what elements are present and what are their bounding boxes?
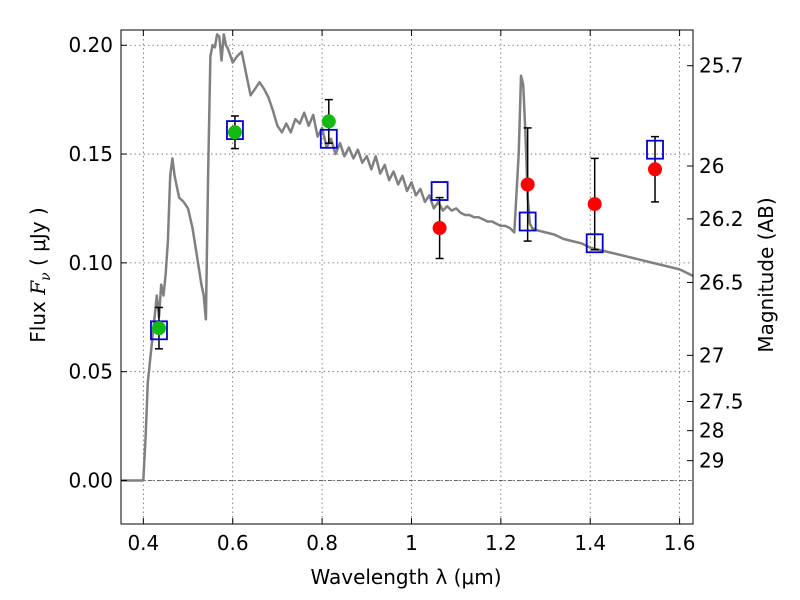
y-axis-title-subscript: ν xyxy=(38,272,54,281)
y-tick-label: 0.15 xyxy=(68,142,113,166)
y-tick-label: 0.20 xyxy=(68,33,113,57)
y2-tick-label: 28 xyxy=(699,419,724,443)
y2-tick-label: 25.7 xyxy=(699,54,744,78)
y2-tick-label: 26.2 xyxy=(699,207,744,231)
axis-ticks: 0.4 0.6 0.8 1 1.2 1.4 1.6 0.00 0.05 0.10 0.15 0.20 2… xyxy=(68,30,744,555)
observed-point xyxy=(151,321,166,336)
model-photometry-square xyxy=(319,128,338,149)
model-photometry-square xyxy=(646,139,664,160)
x-tick-label: 1.6 xyxy=(664,531,696,555)
y2-tick-label: 26 xyxy=(699,154,724,178)
observed-point xyxy=(321,114,336,129)
y2-tick-label: 26.5 xyxy=(699,270,744,294)
x-tick-label: 1 xyxy=(405,531,418,555)
y-axis-title-units: ( μJy ) xyxy=(26,207,50,272)
x-tick-label: 0.8 xyxy=(306,531,338,555)
y-tick-label: 0.10 xyxy=(68,251,113,275)
y2-tick-label: 27 xyxy=(699,343,724,367)
model-photometry-square xyxy=(518,211,537,232)
observed-point xyxy=(227,125,242,140)
y-axis-title-symbol: F xyxy=(26,280,50,296)
observed-point xyxy=(432,221,447,236)
x-axis-title: Wavelength λ (μm) xyxy=(310,565,501,589)
x-tick-label: 1.2 xyxy=(485,531,517,555)
data-series xyxy=(121,33,694,482)
x-tick-label: 1.4 xyxy=(574,531,606,555)
x-tick-label: 0.4 xyxy=(127,531,159,555)
model-photometry-square xyxy=(430,181,449,201)
observed-point xyxy=(587,197,602,212)
observed-point xyxy=(648,162,663,177)
x-tick-label: 0.6 xyxy=(217,531,249,555)
y2-axis-title: Magnitude (AB) xyxy=(754,197,778,352)
y2-tick-label: 29 xyxy=(699,449,724,473)
observed-point xyxy=(520,177,535,192)
y-tick-label: 0.05 xyxy=(68,360,113,384)
y-tick-label: 0.00 xyxy=(68,468,113,492)
y2-tick-label: 27.5 xyxy=(699,389,744,413)
y-axis-title: Flux Fν ( μJy ) xyxy=(26,207,54,342)
sed-model-line xyxy=(121,33,694,482)
y-axis-title-prefix: Flux xyxy=(26,295,50,343)
plot-frame xyxy=(120,29,694,525)
model-photometry-square xyxy=(585,233,604,254)
